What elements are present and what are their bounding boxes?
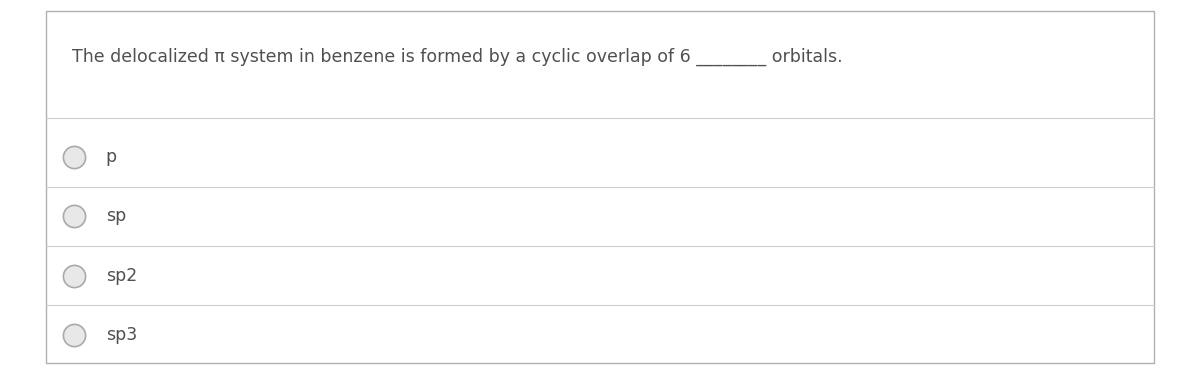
Point xyxy=(65,273,84,279)
Text: p: p xyxy=(106,148,116,166)
Point xyxy=(65,213,84,219)
Text: The delocalized π system in benzene is formed by a cyclic overlap of 6 ________ : The delocalized π system in benzene is f… xyxy=(72,48,842,67)
Text: sp2: sp2 xyxy=(106,267,137,285)
Point xyxy=(65,154,84,160)
Text: sp3: sp3 xyxy=(106,326,137,344)
Text: sp: sp xyxy=(106,208,126,225)
Point xyxy=(65,332,84,338)
FancyBboxPatch shape xyxy=(46,11,1154,363)
